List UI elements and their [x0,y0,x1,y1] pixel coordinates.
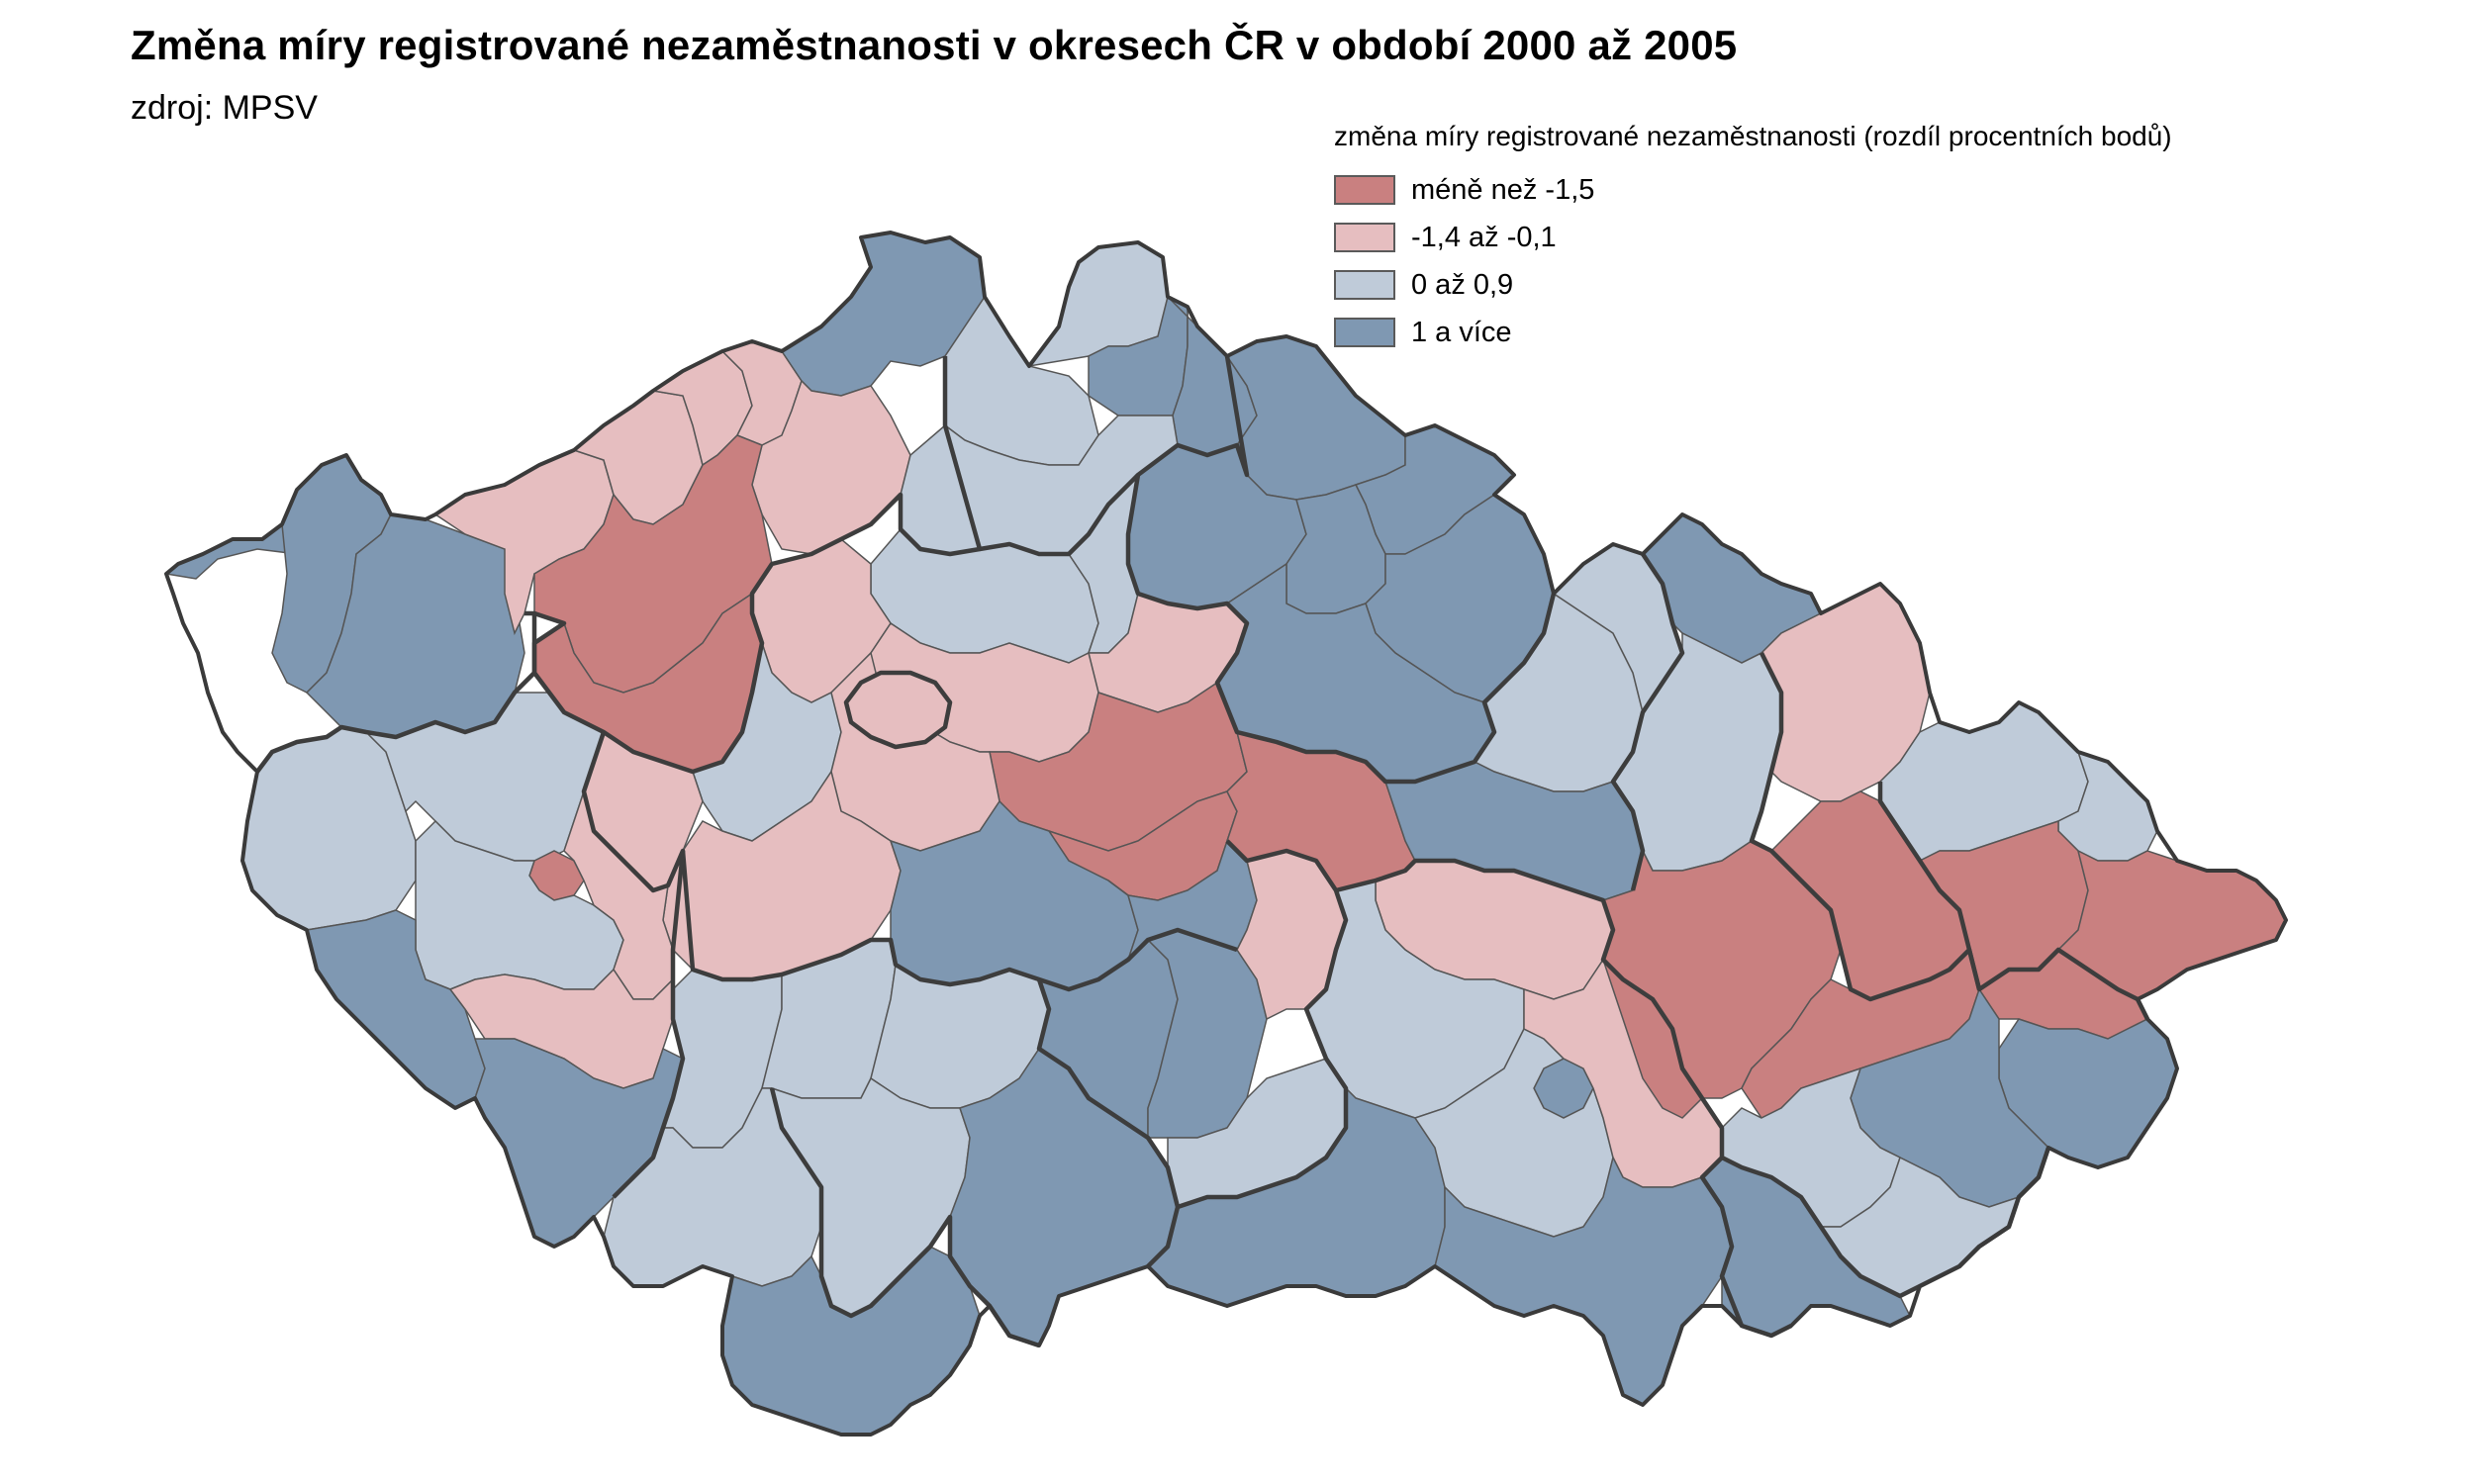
map-title: Změna míry registrované nezaměstnanosti … [131,22,1738,68]
legend-swatch-c3 [1334,270,1395,300]
legend-item-c3: 0 až 0,9 [1334,261,2172,309]
legend-label-c1: méně než -1,5 [1411,173,1595,206]
region-border-vysocina-east [1177,839,1349,1210]
legend-label-c4: 1 a více [1411,316,1512,348]
region-border-jihomoravsky [1335,858,1793,1339]
map-source: zdroj: MPSV [131,89,318,127]
region-border-moravskoslezsky [1877,782,2150,1021]
region-border-karlovarsky [255,610,537,774]
region-border-olomoucky [1610,552,1685,891]
region-border-praha [843,670,953,750]
legend-swatch-c4 [1334,318,1395,347]
region-border-olomoucky-east [1749,651,1982,1002]
legend: změna míry registrované nezaměstnanosti … [1334,121,2172,356]
country-outline [164,231,2288,1437]
legend-item-c2: -1,4 až -0,1 [1334,214,2172,261]
legend-label-c2: -1,4 až -0,1 [1411,221,1557,253]
legend-label-c3: 0 až 0,9 [1411,268,1514,301]
legend-swatch-c2 [1334,223,1395,252]
legend-swatch-c1 [1334,175,1395,205]
region-border-jihocesky [769,1087,1040,1348]
region-border-vysocina [1036,978,1181,1268]
legend-item-c4: 1 a více [1334,309,2172,356]
region-border-plzensky [581,731,686,1199]
legend-title: změna míry registrované nezaměstnanosti … [1334,121,2172,151]
region-border-ustecky [531,356,983,775]
region-border-liberecky [979,355,1250,557]
region-border-stredocesky-south [680,850,1238,992]
region-border-kralovehradecky [1125,474,1557,785]
legend-item-c1: méně než -1,5 [1334,166,2172,214]
